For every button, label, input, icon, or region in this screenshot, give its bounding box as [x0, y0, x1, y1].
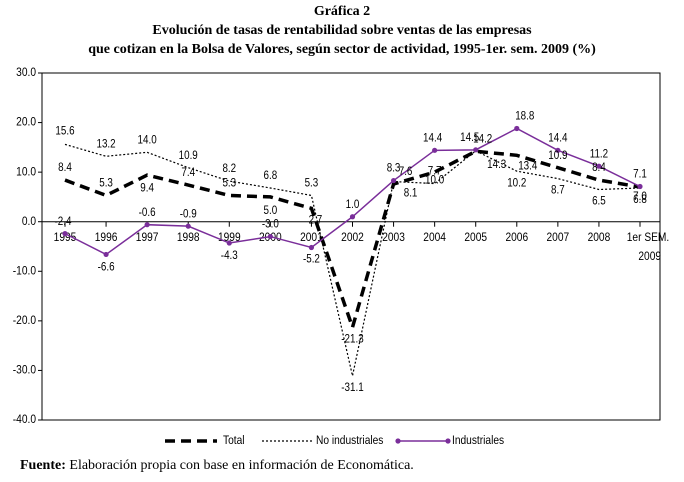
data-label: 9.4: [140, 181, 154, 194]
chart-titles: Gráfica 2 Evolución de tasas de rentabil…: [0, 2, 684, 59]
legend-marker: [445, 438, 451, 444]
data-point: [349, 214, 356, 220]
y-tick-label: 10.0: [16, 166, 36, 179]
data-label: 10.0: [425, 173, 444, 186]
legend-label: Total: [223, 434, 245, 447]
data-label: 14.4: [548, 132, 567, 145]
data-label: 13.4: [518, 160, 537, 173]
data-label: 5.3: [305, 177, 319, 190]
x-tick-label: 1996: [95, 231, 118, 244]
x-tick-label: 1997: [136, 231, 159, 244]
y-tick-label: 30.0: [16, 66, 36, 79]
data-label: 13.2: [96, 138, 115, 151]
data-label: 8.4: [592, 161, 606, 174]
y-tick-label: -20.0: [13, 314, 36, 327]
data-label: 10.2: [507, 176, 526, 189]
data-label: 8.3: [387, 162, 401, 175]
y-tick-label: -10.0: [13, 265, 36, 278]
series-line-total: [64, 149, 641, 334]
data-label: 6.8: [633, 193, 647, 206]
y-tick-label: 0.0: [22, 215, 36, 228]
x-tick-label: 2002: [341, 231, 364, 244]
data-point: [555, 147, 561, 153]
data-label: 8.1: [404, 187, 418, 200]
data-label: -0.9: [180, 207, 197, 220]
legend-marker: [395, 438, 401, 444]
data-label: -4.3: [221, 249, 238, 262]
data-label: 14.4: [423, 132, 442, 145]
data-point: [637, 183, 643, 190]
data-label: 14.3: [487, 158, 506, 171]
data-label: -31.1: [341, 381, 363, 394]
data-point: [514, 125, 520, 132]
data-point: [390, 177, 397, 184]
data-label: 2.7: [309, 214, 323, 227]
data-label: 11.2: [590, 148, 608, 161]
y-tick-label: -40.0: [13, 413, 36, 426]
data-label: 14.2: [473, 133, 492, 146]
data-label: 6.5: [592, 195, 606, 208]
data-label: 7.0: [633, 190, 647, 203]
data-point: [144, 222, 150, 228]
chart-subtitle-line-2: que cotizan en la Bolsa de Valores, segú…: [88, 42, 596, 57]
y-tick-label: -30.0: [13, 364, 36, 377]
data-point: [308, 244, 315, 251]
data-point: [226, 240, 232, 246]
data-label: -21.3: [341, 333, 363, 346]
data-label: 5.3: [99, 177, 113, 190]
chart-title: Gráfica 2: [313, 4, 371, 19]
legend-label: No industriales: [316, 434, 384, 447]
x-tick-label: 2008: [588, 231, 611, 244]
data-label: -5.2: [303, 253, 320, 266]
data-label: 5.3: [222, 177, 236, 190]
data-label: -6.6: [98, 261, 115, 274]
x-tick-label: 1995: [54, 231, 77, 244]
data-label: 7.6: [399, 165, 413, 178]
source-label: Fuente:: [20, 458, 66, 473]
data-label: 1.0: [346, 198, 360, 211]
data-label: 8.2: [222, 162, 236, 175]
data-point: [185, 223, 191, 229]
data-label: 14.5: [460, 131, 479, 144]
data-label: 6.8: [264, 169, 278, 182]
data-label: -0.6: [139, 206, 156, 219]
data-label: -3.0: [262, 218, 279, 231]
data-label: 7.1: [633, 168, 647, 181]
data-label: 8.4: [58, 161, 72, 174]
data-label: 18.8: [515, 110, 534, 123]
source-text: Elaboración propia con base en informaci…: [69, 458, 414, 473]
data-point: [62, 231, 68, 237]
data-point: [103, 251, 109, 258]
series-line-no-industriales: [64, 143, 641, 377]
x-tick-label: 2006: [505, 231, 528, 244]
data-label: 7.4: [181, 166, 195, 179]
data-label: 10.9: [179, 149, 198, 162]
data-point: [432, 147, 438, 153]
x-tick-label: 2007: [547, 231, 570, 244]
x-tick-label: 2001: [300, 231, 323, 244]
data-label: 8.7: [551, 184, 565, 197]
y-tick-label: 20.0: [16, 116, 36, 129]
legend-label: Industriales: [452, 434, 505, 447]
plot-frame: [41, 72, 661, 421]
data-label: 14.0: [138, 134, 157, 147]
data-point: [267, 233, 273, 240]
data-label: 15.6: [55, 125, 74, 138]
data-label: 10.9: [548, 149, 567, 162]
data-label: 5.0: [264, 204, 278, 217]
source-note: Fuente: Elaboración propia con base en i…: [20, 458, 414, 474]
x-tick-label: 1998: [177, 231, 200, 244]
x-tick-label: 2003: [382, 231, 405, 244]
data-label: -2.4: [55, 215, 72, 228]
x-tick-label: 2004: [423, 231, 446, 244]
data-label: 7.7: [428, 165, 442, 178]
data-point: [473, 147, 479, 153]
x-tick-label: 2005: [464, 231, 487, 244]
data-point: [596, 163, 602, 169]
x-tick-label: 1er SEM. 2009: [627, 231, 669, 263]
chart-subtitle-line-1: Evolución de tasas de rentabilidad sobre…: [152, 23, 532, 38]
